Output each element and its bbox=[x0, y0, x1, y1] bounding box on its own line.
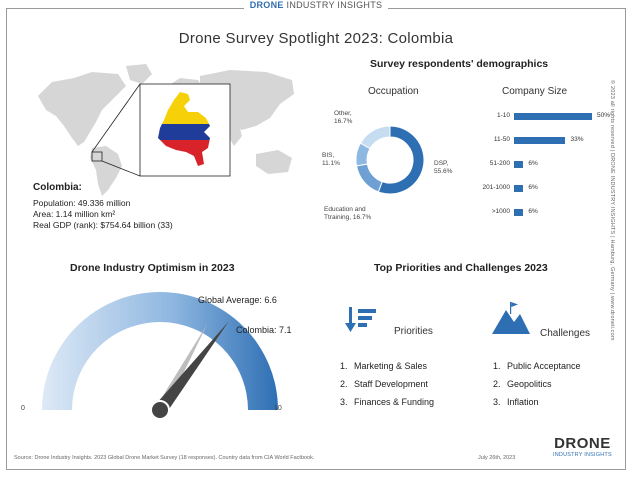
map-greenland bbox=[126, 64, 152, 84]
bar->1000 bbox=[514, 209, 524, 216]
side-copyright-text: © 2023 all rights reserved | DRONE INDUS… bbox=[609, 80, 615, 341]
list-number: 1. bbox=[340, 361, 348, 371]
population-text: Population: 49.336 million bbox=[33, 198, 131, 208]
challenge-item: Inflation bbox=[507, 397, 539, 407]
bar-11-50 bbox=[514, 137, 566, 144]
bar-51-200 bbox=[514, 161, 524, 168]
donut-label-other: Other, 16.7% bbox=[334, 110, 353, 125]
bar-1-10 bbox=[514, 113, 592, 120]
brand-rest: INDUSTRY INSIGHTS bbox=[286, 0, 383, 10]
gauge-min-label: 0 bbox=[21, 405, 25, 412]
donut-label-education: Education and Ttraining, 16.7% bbox=[324, 206, 372, 221]
priorities-challenges-title: Top Priorities and Challenges 2023 bbox=[374, 262, 548, 274]
priorities-icon bbox=[345, 307, 376, 332]
list-number: 1. bbox=[493, 361, 501, 371]
page-title: Drone Survey Spotlight 2023: Colombia bbox=[178, 30, 454, 47]
colombia-score-label: Colombia: 7.1 bbox=[236, 325, 292, 335]
brand-header: DRONE INDUSTRY INSIGHTS bbox=[0, 0, 632, 10]
colombia-flag-map bbox=[158, 92, 210, 166]
country-info: Colombia: Population: 49.336 million Are… bbox=[33, 182, 173, 231]
list-item: 3. Inflation bbox=[493, 393, 581, 411]
list-item: 1. Public Acceptance bbox=[493, 357, 581, 375]
donut-slice-education-and-training bbox=[355, 163, 383, 193]
footer-date: July 26th, 2023 bbox=[478, 455, 516, 461]
company-size-title: Company Size bbox=[502, 86, 568, 97]
bar-value-label: 33% bbox=[570, 136, 584, 143]
priority-item: Marketing & Sales bbox=[354, 361, 428, 371]
global-average-label: Global Average: 6.6 bbox=[198, 295, 277, 305]
logo: DRONE INDUSTRY INSIGHTS bbox=[553, 435, 612, 459]
bar-201-1000 bbox=[514, 185, 524, 192]
list-number: 3. bbox=[493, 397, 501, 407]
list-number: 2. bbox=[493, 379, 501, 389]
list-item: 3. Finances & Funding bbox=[340, 393, 434, 411]
list-item: 1. Marketing & Sales bbox=[340, 357, 434, 375]
challenge-item: Public Acceptance bbox=[507, 361, 581, 371]
gauge-needle-colombia bbox=[154, 321, 229, 415]
country-heading: Colombia: bbox=[33, 182, 82, 193]
priority-item: Staff Development bbox=[354, 379, 428, 389]
priorities-label: Priorities bbox=[394, 326, 433, 337]
bar-value-label: 6% bbox=[528, 160, 538, 167]
donut-label-bis: BIS, 11.1% bbox=[322, 152, 340, 167]
side-copyright: © 2023 all rights reserved | DRONE INDUS… bbox=[608, 80, 616, 460]
optimism-gauge bbox=[42, 292, 278, 420]
logo-line2: INDUSTRY INSIGHTS bbox=[553, 452, 612, 458]
occupation-donut-chart bbox=[355, 125, 425, 195]
challenge-item: Geopolitics bbox=[507, 379, 552, 389]
list-number: 2. bbox=[340, 379, 348, 389]
bar-category-label: >1000 bbox=[491, 208, 510, 215]
bar-value-label: 6% bbox=[528, 184, 538, 191]
brand-bold: DRONE bbox=[249, 0, 284, 10]
bar-category-label: 51-200 bbox=[489, 160, 510, 167]
optimism-title: Drone Industry Optimism in 2023 bbox=[70, 262, 235, 274]
map-south-america bbox=[90, 146, 122, 196]
map-australia bbox=[256, 150, 292, 174]
list-item: 2. Staff Development bbox=[340, 375, 434, 393]
demographics-title: Survey respondents' demographics bbox=[370, 58, 549, 70]
footer-source: Source: Drone Industry Insights. 2023 Gl… bbox=[14, 455, 315, 461]
challenges-label: Challenges bbox=[540, 328, 591, 339]
gdp-text: Real GDP (rank): $754.64 billion (33) bbox=[33, 220, 173, 230]
list-item: 2. Geopolitics bbox=[493, 375, 581, 393]
bar-value-label: 6% bbox=[528, 208, 538, 215]
challenges-icon bbox=[492, 302, 530, 334]
bar-category-label: 1-10 bbox=[496, 112, 510, 119]
donut-label-dsp: DSP, 55.6% bbox=[434, 160, 453, 175]
priority-item: Finances & Funding bbox=[354, 397, 435, 407]
bar-value-label: 50% bbox=[597, 112, 611, 119]
gauge-hub bbox=[150, 400, 170, 420]
list-number: 3. bbox=[340, 397, 348, 407]
bar-category-label: 201-1000 bbox=[482, 184, 510, 191]
map-north-america bbox=[38, 72, 126, 146]
gauge-max-label: 10 bbox=[274, 405, 282, 412]
area-text: Area: 1.14 million km² bbox=[33, 209, 116, 219]
challenges-list: 1. Public Acceptance 2. Geopolitics 3. Infl… bbox=[493, 357, 581, 411]
gauge-arc bbox=[42, 292, 278, 410]
bar-category-label: 11-50 bbox=[493, 136, 510, 143]
donut-slice-other bbox=[359, 125, 391, 150]
occupation-title: Occupation bbox=[368, 86, 419, 97]
logo-line1: DRONE bbox=[554, 435, 611, 452]
priorities-list: 1. Marketing & Sales 2. Staff Development … bbox=[340, 357, 434, 411]
